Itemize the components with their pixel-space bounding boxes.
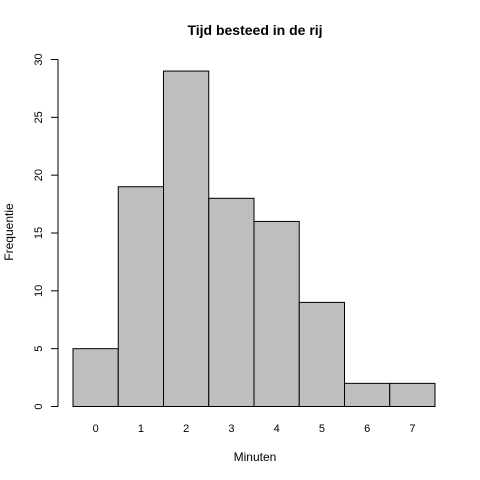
bar-0 <box>72 348 119 407</box>
bar-5 <box>298 301 345 407</box>
y-tick-label-20: 20 <box>33 169 45 181</box>
bars-group <box>72 70 436 408</box>
x-tick-label-3: 3 <box>228 423 234 435</box>
x-axis-label: Minuten <box>234 450 277 464</box>
x-tick-label-6: 6 <box>364 423 370 435</box>
bar-4 <box>253 220 300 407</box>
chart-title: Tijd besteed in de rij <box>187 22 322 38</box>
y-tick-label-5: 5 <box>33 346 45 352</box>
bar-7 <box>389 382 436 408</box>
bar-6 <box>344 382 391 408</box>
y-tick-label-0: 0 <box>33 403 45 409</box>
bar-2 <box>163 70 210 407</box>
y-tick-label-30: 30 <box>33 53 45 65</box>
y-tick-label-25: 25 <box>33 111 45 123</box>
bar-3 <box>208 197 255 407</box>
bar-1 <box>117 186 164 407</box>
y-tick-label-15: 15 <box>33 227 45 239</box>
y-axis: 0 5 10 15 20 25 30 <box>33 53 59 410</box>
x-tick-label-2: 2 <box>183 423 189 435</box>
x-tick-label-0: 0 <box>93 423 99 435</box>
x-tick-label-5: 5 <box>319 423 325 435</box>
x-tick-label-4: 4 <box>274 423 280 435</box>
x-tick-label-7: 7 <box>409 423 415 435</box>
x-tick-label-1: 1 <box>138 423 144 435</box>
y-tick-label-10: 10 <box>33 285 45 297</box>
x-axis-tick-labels: 0 1 2 3 4 5 6 7 <box>93 423 416 435</box>
y-axis-label: Frequentie <box>2 203 16 261</box>
